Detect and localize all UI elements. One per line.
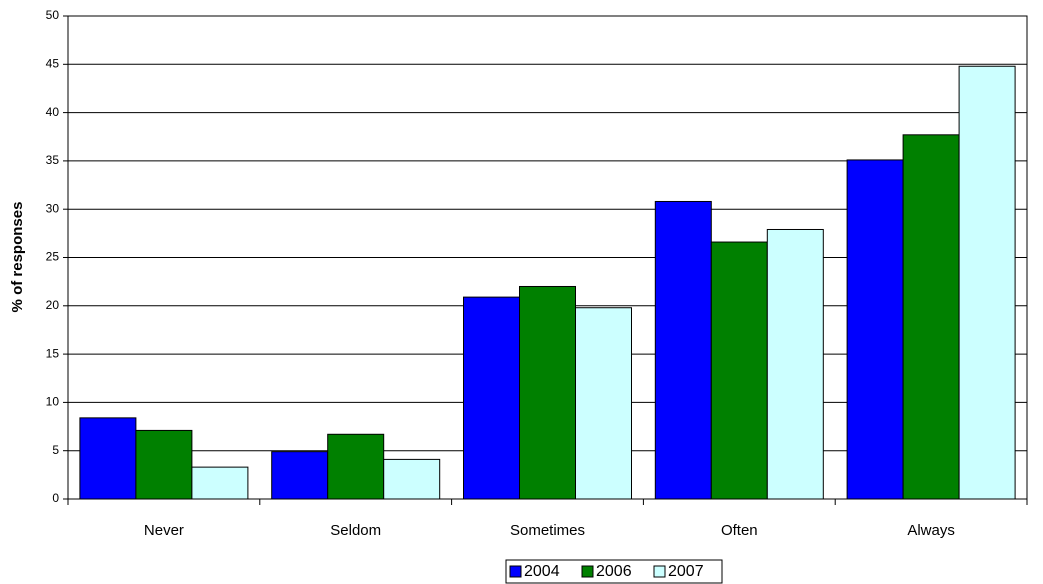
x-tick-label: Always (907, 522, 955, 539)
legend-box (505, 559, 723, 584)
x-tick-label: Seldom (330, 522, 381, 539)
bar (463, 296, 520, 500)
bar (383, 458, 441, 500)
y-tick-label: 30 (46, 201, 60, 215)
bar (575, 307, 632, 500)
x-tick-label: Often (721, 522, 758, 539)
bar (902, 134, 960, 500)
bar (327, 433, 385, 500)
x-tick-label: Sometimes (510, 522, 585, 539)
y-tick-label: 15 (46, 346, 60, 360)
legend-label: 2006 (596, 563, 632, 580)
y-tick-label: 35 (46, 153, 60, 167)
bar (191, 466, 249, 500)
x-tick-label: Never (144, 522, 184, 539)
legend-swatch (581, 565, 594, 578)
bar (654, 200, 712, 500)
y-tick-label: 40 (46, 105, 60, 119)
y-tick-label: 45 (46, 56, 60, 70)
y-axis-label: % of responses (9, 202, 26, 313)
bar (766, 228, 824, 500)
bar (710, 241, 768, 500)
legend-label: 2007 (668, 563, 704, 580)
bar (519, 285, 576, 500)
legend-swatch (653, 565, 666, 578)
bar (958, 65, 1016, 500)
y-tick-label: 20 (46, 298, 60, 312)
bar (271, 451, 329, 500)
y-tick-label: 50 (46, 8, 60, 22)
y-tick-label: 0 (52, 491, 59, 505)
y-tick-label: 10 (46, 395, 60, 409)
y-tick-label: 25 (46, 250, 60, 264)
bar (846, 159, 904, 500)
legend-swatch (509, 565, 522, 578)
legend-label: 2004 (524, 563, 560, 580)
y-tick-label: 5 (52, 443, 59, 457)
bar (79, 417, 137, 500)
bar (135, 429, 193, 500)
